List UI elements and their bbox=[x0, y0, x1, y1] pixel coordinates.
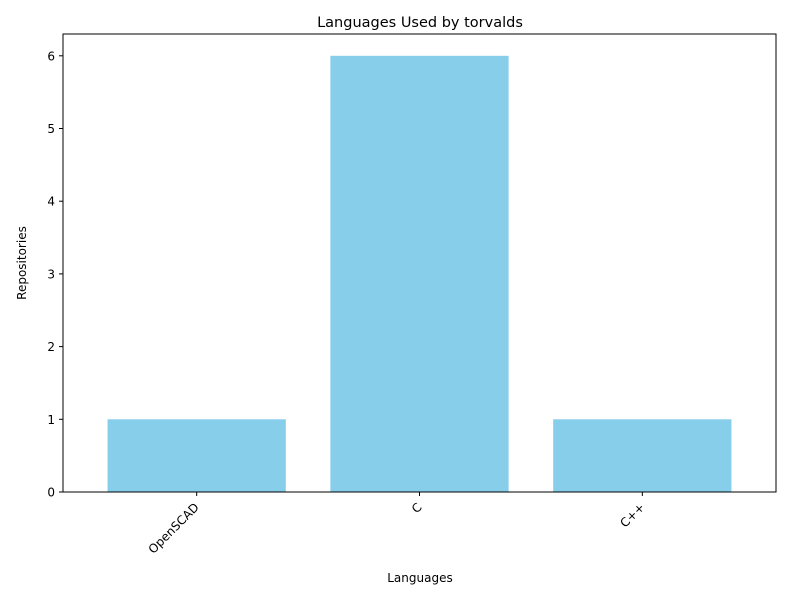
x-axis-label: Languages bbox=[387, 571, 452, 585]
y-tick-label: 6 bbox=[47, 49, 55, 63]
y-tick-label: 4 bbox=[47, 195, 55, 209]
x-tick-label: C++ bbox=[617, 500, 647, 530]
y-axis-label: Repositories bbox=[15, 226, 29, 300]
x-tick-label: C bbox=[409, 500, 425, 516]
y-tick-label: 5 bbox=[47, 122, 55, 136]
bar-c bbox=[330, 55, 509, 493]
y-tick-label: 0 bbox=[47, 486, 55, 500]
y-tick-label: 3 bbox=[47, 267, 55, 281]
x-tick-label: OpenSCAD bbox=[146, 500, 202, 556]
bar-c- bbox=[553, 419, 732, 492]
x-axis: OpenSCAD C C++ bbox=[146, 492, 647, 556]
y-axis: 0 1 2 3 4 5 6 bbox=[47, 49, 63, 500]
bars-group bbox=[107, 55, 732, 493]
y-tick-label: 2 bbox=[47, 340, 55, 354]
chart-title: Languages Used by torvalds bbox=[317, 15, 523, 31]
bar-openscad bbox=[107, 419, 286, 492]
y-tick-label: 1 bbox=[47, 413, 55, 427]
